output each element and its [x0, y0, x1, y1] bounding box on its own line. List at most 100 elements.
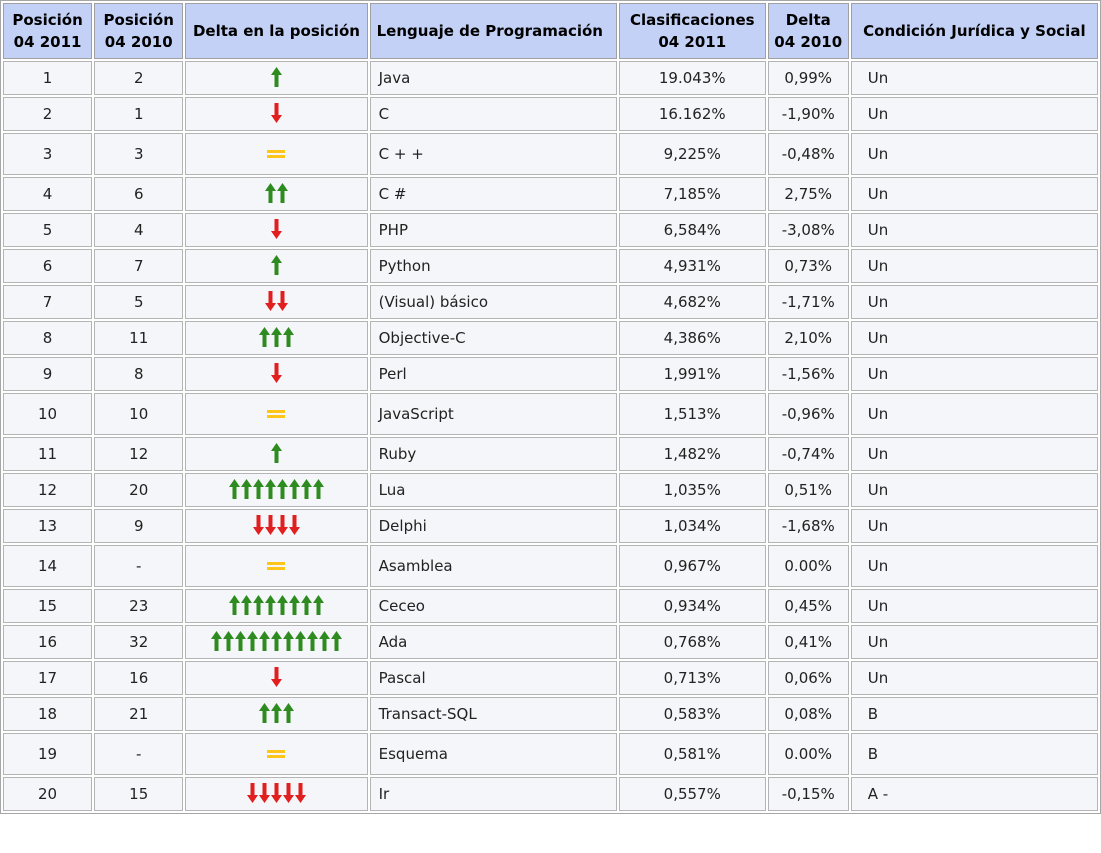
table-row: 19- Esquema 0,581% 0.00% B	[3, 733, 1098, 775]
cell-position-2010: 4	[94, 213, 184, 247]
cell-status: A -	[850, 777, 1098, 811]
cell-rating: 0,768%	[618, 625, 766, 659]
table-row: 6 7 Python 4,931% 0,73% Un	[3, 249, 1098, 283]
arrow-down-icon	[270, 362, 282, 383]
cell-status: Un	[850, 625, 1098, 659]
arrow-up-icon	[252, 594, 264, 615]
cell-delta: -1,68%	[767, 509, 849, 543]
header-position-2010: Posición 04 2010	[94, 3, 184, 59]
cell-delta: -1,71%	[767, 285, 849, 319]
header-rating-line1: Clasificaciones	[629, 11, 755, 29]
cell-language: Perl	[369, 357, 617, 391]
cell-rating: 9,225%	[618, 133, 766, 175]
cell-status: Un	[850, 249, 1098, 283]
delta-indicator	[270, 102, 282, 124]
cell-delta-position	[185, 589, 368, 623]
cell-rating: 1,513%	[618, 393, 766, 435]
cell-rating: 1,482%	[618, 437, 766, 471]
cell-status: Un	[850, 393, 1098, 435]
delta-indicator	[270, 66, 282, 88]
cell-position-2010: 11	[94, 321, 184, 355]
cell-status: Un	[850, 589, 1098, 623]
cell-delta-position	[185, 545, 368, 587]
cell-rating: 0,967%	[618, 545, 766, 587]
cell-status: Un	[850, 285, 1098, 319]
delta-indicator	[252, 514, 300, 536]
cell-language: Delphi	[369, 509, 617, 543]
cell-language: PHP	[369, 213, 617, 247]
cell-language: Java	[369, 61, 617, 95]
cell-position-2010: 9	[94, 509, 184, 543]
cell-rating: 0,581%	[618, 733, 766, 775]
header-delta-line2: 04 2010	[774, 33, 843, 51]
cell-status: B	[850, 697, 1098, 731]
table-row: 8 11 Objective-C 4,386% 2,10% Un	[3, 321, 1098, 355]
cell-rating: 7,185%	[618, 177, 766, 211]
cell-language: Ruby	[369, 437, 617, 471]
arrow-up-icon	[276, 478, 288, 499]
cell-delta-position	[185, 661, 368, 695]
arrow-up-icon	[312, 478, 324, 499]
arrow-up-icon	[282, 630, 294, 651]
cell-delta: -0,96%	[767, 393, 849, 435]
table-body: 1 2 Java 19.043% 0,99% Un 2 1 C 16.162% -1,90% Un 3 3…	[3, 61, 1098, 811]
cell-language: Ada	[369, 625, 617, 659]
cell-language: Pascal	[369, 661, 617, 695]
cell-rating: 0,934%	[618, 589, 766, 623]
cell-position-2010: -	[94, 545, 184, 587]
cell-position-2011: 3	[3, 133, 93, 175]
delta-indicator	[267, 403, 286, 425]
cell-position-2010: 12	[94, 437, 184, 471]
cell-delta: 0.00%	[767, 733, 849, 775]
cell-position-2010: 20	[94, 473, 184, 507]
cell-delta: 0,51%	[767, 473, 849, 507]
cell-language: C #	[369, 177, 617, 211]
arrow-up-icon	[270, 442, 282, 463]
cell-rating: 4,931%	[618, 249, 766, 283]
delta-indicator	[228, 478, 324, 500]
table-row: 20 15 Ir 0,557% -0,15% A -	[3, 777, 1098, 811]
arrow-up-icon	[270, 254, 282, 275]
cell-delta-position	[185, 133, 368, 175]
delta-indicator	[270, 218, 282, 240]
cell-status: Un	[850, 321, 1098, 355]
cell-position-2011: 2	[3, 97, 93, 131]
arrow-up-icon	[210, 630, 222, 651]
cell-language: Transact-SQL	[369, 697, 617, 731]
cell-position-2011: 15	[3, 589, 93, 623]
table-row: 15 23 Ceceo 0,934% 0,45% Un	[3, 589, 1098, 623]
table-row: 11 12 Ruby 1,482% -0,74% Un	[3, 437, 1098, 471]
delta-indicator	[270, 442, 282, 464]
equal-icon	[267, 561, 286, 571]
cell-position-2010: 16	[94, 661, 184, 695]
arrow-up-icon	[222, 630, 234, 651]
cell-language: C	[369, 97, 617, 131]
cell-status: Un	[850, 213, 1098, 247]
cell-position-2011: 16	[3, 625, 93, 659]
equal-icon	[267, 749, 286, 759]
cell-position-2011: 18	[3, 697, 93, 731]
cell-rating: 0,713%	[618, 661, 766, 695]
cell-status: B	[850, 733, 1098, 775]
cell-delta-position	[185, 473, 368, 507]
arrow-down-icon	[276, 290, 288, 311]
arrow-down-icon	[246, 782, 258, 803]
delta-indicator	[270, 666, 282, 688]
cell-status: Un	[850, 545, 1098, 587]
arrow-down-icon	[288, 514, 300, 535]
arrow-down-icon	[258, 782, 270, 803]
cell-position-2010: 32	[94, 625, 184, 659]
cell-delta: -3,08%	[767, 213, 849, 247]
cell-position-2010: 5	[94, 285, 184, 319]
cell-position-2010: 8	[94, 357, 184, 391]
cell-rating: 6,584%	[618, 213, 766, 247]
delta-indicator	[267, 143, 286, 165]
tiobe-ranking-table: Posición 04 2011 Posición 04 2010 Delta …	[0, 0, 1101, 814]
cell-status: Un	[850, 61, 1098, 95]
equal-icon	[267, 149, 286, 159]
arrow-down-icon	[282, 782, 294, 803]
arrow-up-icon	[228, 478, 240, 499]
cell-position-2011: 13	[3, 509, 93, 543]
cell-position-2011: 1	[3, 61, 93, 95]
